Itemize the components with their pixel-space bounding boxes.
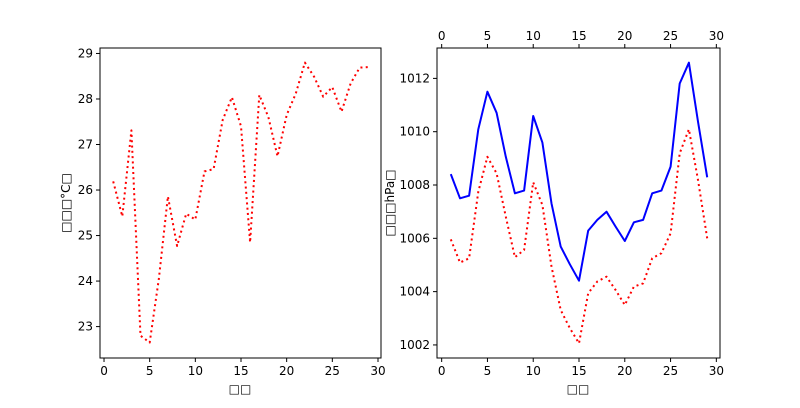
- x-tick-label: 20: [279, 364, 294, 378]
- x-top-tick-label: 25: [663, 29, 678, 43]
- y-tick-label: 1004: [399, 285, 430, 299]
- plot-frame: [100, 48, 381, 358]
- x-tick-label: 15: [571, 364, 586, 378]
- y-tick-label: 1002: [399, 338, 430, 352]
- temperature-axes: □□ □□□°C□ 0 5 10 15 20 25 30 23 24 25 26 27 28 29: [59, 46, 386, 396]
- x-tick-label: 10: [526, 364, 541, 378]
- x-top-tick-label: 5: [484, 29, 492, 43]
- x-tick-label: 25: [325, 364, 340, 378]
- y-tick-label: 23: [78, 320, 93, 334]
- y-tick-label: 29: [78, 46, 93, 60]
- pressure-axes: □□ □□□hPa□ 0 5 10 15 20 25 30 0 5 10 15 20 25 30 1002 1…: [383, 29, 724, 396]
- y-axis-label: □□□hPa□: [383, 169, 397, 236]
- x-tick-label: 15: [233, 364, 248, 378]
- y-tick-label: 1008: [399, 178, 430, 192]
- y-tick-label: 26: [78, 183, 93, 197]
- x-axis-label: □□: [567, 382, 590, 396]
- x-top-tick-label: 15: [571, 29, 586, 43]
- x-tick-label: 5: [484, 364, 492, 378]
- y-tick-label: 1006: [399, 231, 430, 245]
- x-tick-label: 5: [146, 364, 154, 378]
- x-top-tick-label: 20: [617, 29, 632, 43]
- y-tick-label: 28: [78, 92, 93, 106]
- x-axis-label: □□: [229, 382, 252, 396]
- y-tick-label: 1012: [399, 71, 430, 85]
- x-top-tick-label: 10: [526, 29, 541, 43]
- solid-series-line: [451, 63, 707, 281]
- x-tick-label: 0: [100, 364, 108, 378]
- x-tick-label: 30: [709, 364, 724, 378]
- x-tick-label: 0: [438, 364, 446, 378]
- dotted-series-line: [451, 129, 707, 343]
- x-tick-label: 30: [370, 364, 385, 378]
- dotted-series-line: [113, 63, 369, 343]
- x-tick-label: 25: [663, 364, 678, 378]
- x-tick-label: 10: [188, 364, 203, 378]
- x-top-tick-label: 0: [438, 29, 446, 43]
- x-top-tick-label: 30: [709, 29, 724, 43]
- y-axis-label: □□□°C□: [59, 173, 73, 233]
- y-tick-label: 25: [78, 229, 93, 243]
- y-tick-label: 24: [78, 274, 93, 288]
- x-tick-label: 20: [617, 364, 632, 378]
- y-tick-label: 27: [78, 138, 93, 152]
- y-tick-label: 1010: [399, 125, 430, 139]
